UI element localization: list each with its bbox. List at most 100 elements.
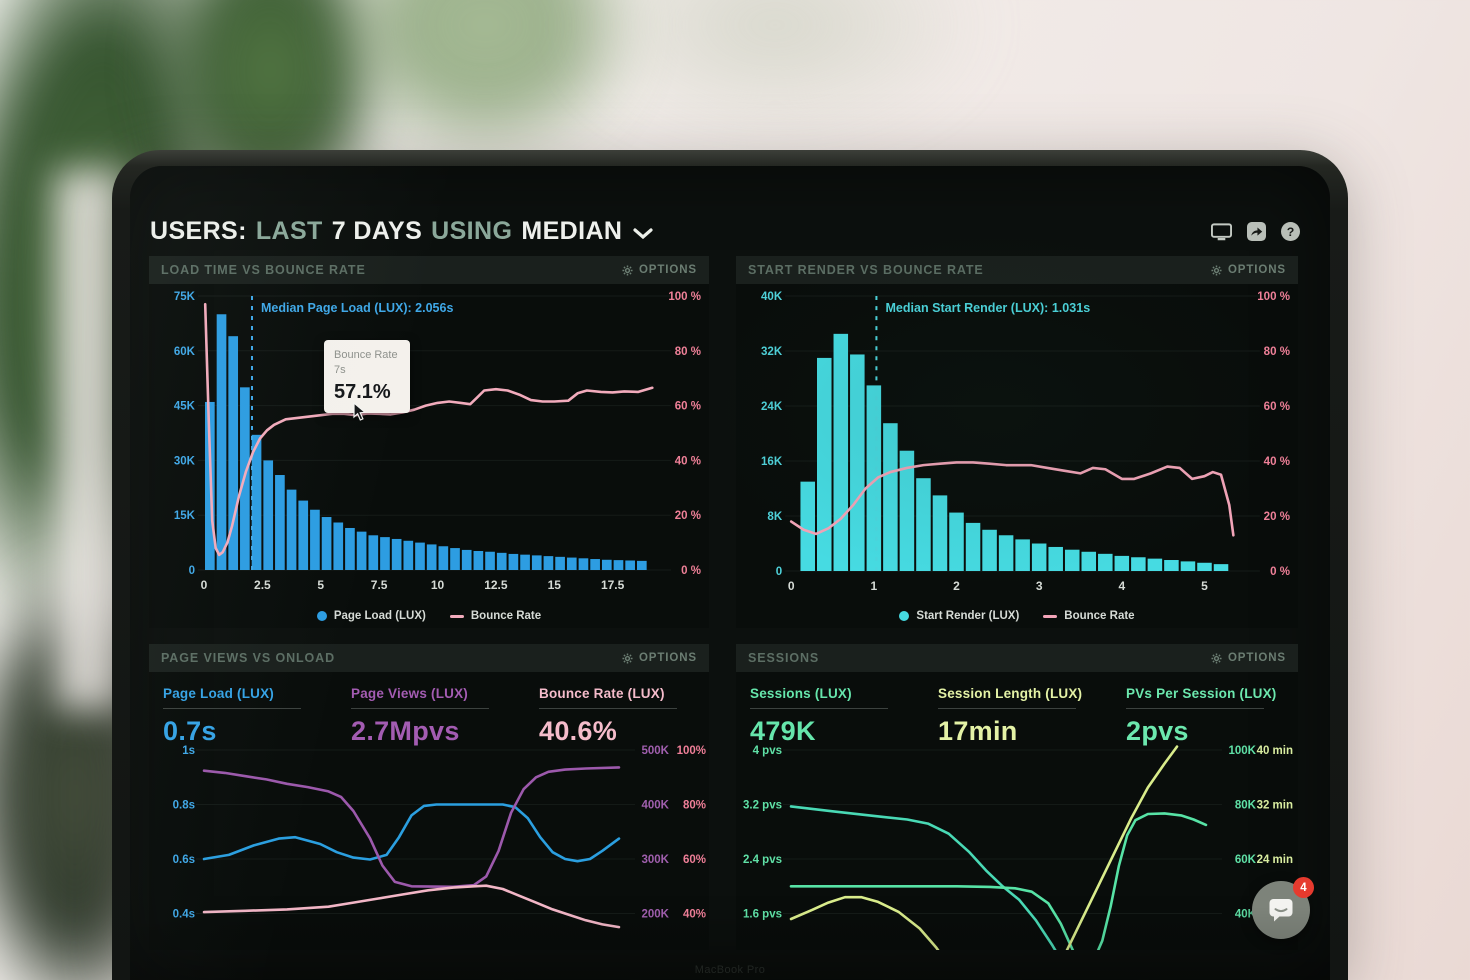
- svg-text:0: 0: [189, 565, 195, 577]
- gear-icon: [1211, 652, 1222, 664]
- svg-text:Median Page Load (LUX): 2.056s: Median Page Load (LUX): 2.056s: [261, 301, 453, 315]
- svg-text:0 %: 0 %: [681, 565, 701, 577]
- svg-text:75K: 75K: [174, 291, 196, 303]
- svg-text:40 %: 40 %: [675, 455, 701, 467]
- chat-widget-button[interactable]: 4: [1252, 877, 1314, 939]
- panel-load-time: LOAD TIME VS BOUNCE RATE OPTIONS 75K 60K 4…: [149, 256, 709, 628]
- dashboard-title: USERS: LAST 7 DAYS USING MEDIAN: [150, 216, 653, 246]
- svg-text:12.5: 12.5: [484, 578, 508, 592]
- gear-icon: [622, 264, 633, 276]
- metric-value: 40.6%: [539, 716, 618, 746]
- svg-text:24K: 24K: [761, 401, 783, 413]
- svg-text:500K: 500K: [642, 745, 670, 757]
- svg-text:20 %: 20 %: [1264, 511, 1290, 523]
- page-views-chart[interactable]: 1s 0.8s 0.6s 0.4s 500K 400K 300K 200K 100% 80% 60%…: [149, 740, 709, 950]
- start-render-chart[interactable]: 40K 32K 24K 16K 8K 0 100 % 80 % 60 % 40 % 20 % 0 % 0…: [736, 286, 1298, 611]
- svg-text:0.8s: 0.8s: [173, 800, 195, 812]
- legend-item: Start Render (LUX): [899, 610, 1019, 622]
- metric-page-views: Page Views (LUX) 2.7Mpvs: [351, 686, 511, 747]
- svg-text:0.6s: 0.6s: [173, 854, 195, 866]
- legend-dash-icon: [1043, 614, 1058, 618]
- svg-text:300K: 300K: [642, 854, 670, 866]
- panel-title: START RENDER VS BOUNCE RATE: [748, 263, 984, 277]
- svg-text:0.4s: 0.4s: [173, 909, 195, 921]
- svg-text:16K: 16K: [761, 456, 783, 468]
- svg-text:45K: 45K: [174, 401, 196, 413]
- legend-dot-icon: [899, 611, 910, 621]
- gear-icon: [1211, 264, 1222, 276]
- svg-text:4: 4: [1118, 579, 1125, 593]
- metric-value: 2pvs: [1126, 716, 1189, 746]
- svg-text:100%: 100%: [677, 745, 706, 757]
- svg-text:5: 5: [1201, 579, 1208, 593]
- svg-text:60 %: 60 %: [1264, 401, 1290, 413]
- svg-text:30K: 30K: [174, 455, 196, 467]
- metric-page-load: Page Load (LUX) 0.7s: [163, 686, 323, 747]
- svg-text:15: 15: [548, 578, 562, 592]
- metric-value: 0.7s: [163, 716, 217, 746]
- svg-text:80 %: 80 %: [1264, 346, 1290, 358]
- mouse-cursor: [353, 402, 367, 421]
- title-segment: 7 DAYS: [331, 216, 423, 245]
- svg-text:80%: 80%: [683, 800, 706, 812]
- panel-page-views: PAGE VIEWS VS ONLOAD OPTIONS Page Load (…: [149, 644, 709, 950]
- display-icon[interactable]: [1211, 222, 1232, 241]
- panel-title: LOAD TIME VS BOUNCE RATE: [161, 263, 366, 277]
- svg-text:60%: 60%: [683, 854, 706, 866]
- panel-start-render: START RENDER VS BOUNCE RATE OPTIONS 40K 3…: [736, 256, 1298, 628]
- metric-value: 17min: [938, 716, 1018, 746]
- help-icon[interactable]: ?: [1281, 222, 1300, 241]
- panel-title: PAGE VIEWS VS ONLOAD: [161, 651, 336, 665]
- svg-text:7.5: 7.5: [371, 578, 388, 592]
- svg-text:32K: 32K: [761, 346, 783, 358]
- chat-bubble-icon: [1269, 899, 1293, 922]
- header-toolbar: ?: [1211, 222, 1300, 241]
- svg-text:80K: 80K: [1235, 800, 1257, 812]
- svg-text:400K: 400K: [642, 800, 670, 812]
- options-button[interactable]: OPTIONS: [1211, 264, 1286, 276]
- svg-text:17.5: 17.5: [601, 578, 625, 592]
- svg-text:0: 0: [201, 578, 208, 592]
- sessions-chart[interactable]: 4 pvs 3.2 pvs 2.4 pvs 1.6 pvs 100K 80K 60K 40K 4…: [736, 740, 1296, 950]
- title-segment: USING: [431, 216, 513, 245]
- title-segment: LAST: [255, 216, 323, 245]
- svg-text:2.5: 2.5: [254, 578, 271, 592]
- title-segment: MEDIAN: [521, 216, 623, 245]
- svg-text:0: 0: [776, 566, 782, 578]
- title-segment: USERS:: [150, 216, 247, 245]
- svg-text:3.2 pvs: 3.2 pvs: [743, 800, 782, 812]
- svg-text:?: ?: [1287, 225, 1295, 239]
- legend-dot-icon: [316, 611, 327, 621]
- share-icon[interactable]: [1247, 222, 1266, 241]
- legend: Page Load (LUX) Bounce Rate: [149, 610, 709, 622]
- screen: USERS: LAST 7 DAYS USING MEDIAN ? LOAD T…: [130, 166, 1330, 980]
- svg-text:200K: 200K: [642, 909, 670, 921]
- plant-leaf: [330, 0, 640, 160]
- svg-text:100 %: 100 %: [1257, 291, 1290, 303]
- load-time-chart[interactable]: 75K 60K 45K 30K 15K 0 100 % 80 % 60 % 40 % 20 % 0 %…: [149, 286, 709, 610]
- metric-session-length: Session Length (LUX) 17min: [938, 686, 1098, 747]
- panel-sessions: SESSIONS OPTIONS Sessions (LUX) 479K Ses…: [736, 644, 1298, 950]
- svg-text:3: 3: [1036, 579, 1043, 593]
- svg-text:1.6 pvs: 1.6 pvs: [743, 909, 782, 921]
- options-button[interactable]: OPTIONS: [1211, 652, 1286, 664]
- metric-bounce-rate: Bounce Rate (LUX) 40.6%: [539, 686, 699, 747]
- svg-text:100K: 100K: [1229, 745, 1257, 757]
- options-button[interactable]: OPTIONS: [622, 264, 697, 276]
- svg-text:24 min: 24 min: [1257, 854, 1293, 866]
- legend-dash-icon: [449, 614, 464, 618]
- svg-text:2: 2: [953, 579, 960, 593]
- svg-text:20 %: 20 %: [675, 510, 701, 522]
- notification-badge: 4: [1293, 877, 1314, 898]
- options-button[interactable]: OPTIONS: [622, 652, 697, 664]
- chevron-down-icon[interactable]: [633, 228, 653, 239]
- svg-text:40K: 40K: [1235, 909, 1257, 921]
- metric-value: 479K: [750, 716, 816, 746]
- legend-item: Bounce Rate: [449, 610, 541, 622]
- svg-text:4 pvs: 4 pvs: [753, 745, 782, 757]
- svg-text:15K: 15K: [174, 510, 196, 522]
- metric-pvs-per-session: PVs Per Session (LUX) 2pvs: [1126, 686, 1286, 747]
- svg-text:40 min: 40 min: [1257, 745, 1293, 757]
- svg-text:Median Start Render (LUX): 1.0: Median Start Render (LUX): 1.031s: [885, 301, 1090, 315]
- svg-text:40K: 40K: [761, 291, 783, 303]
